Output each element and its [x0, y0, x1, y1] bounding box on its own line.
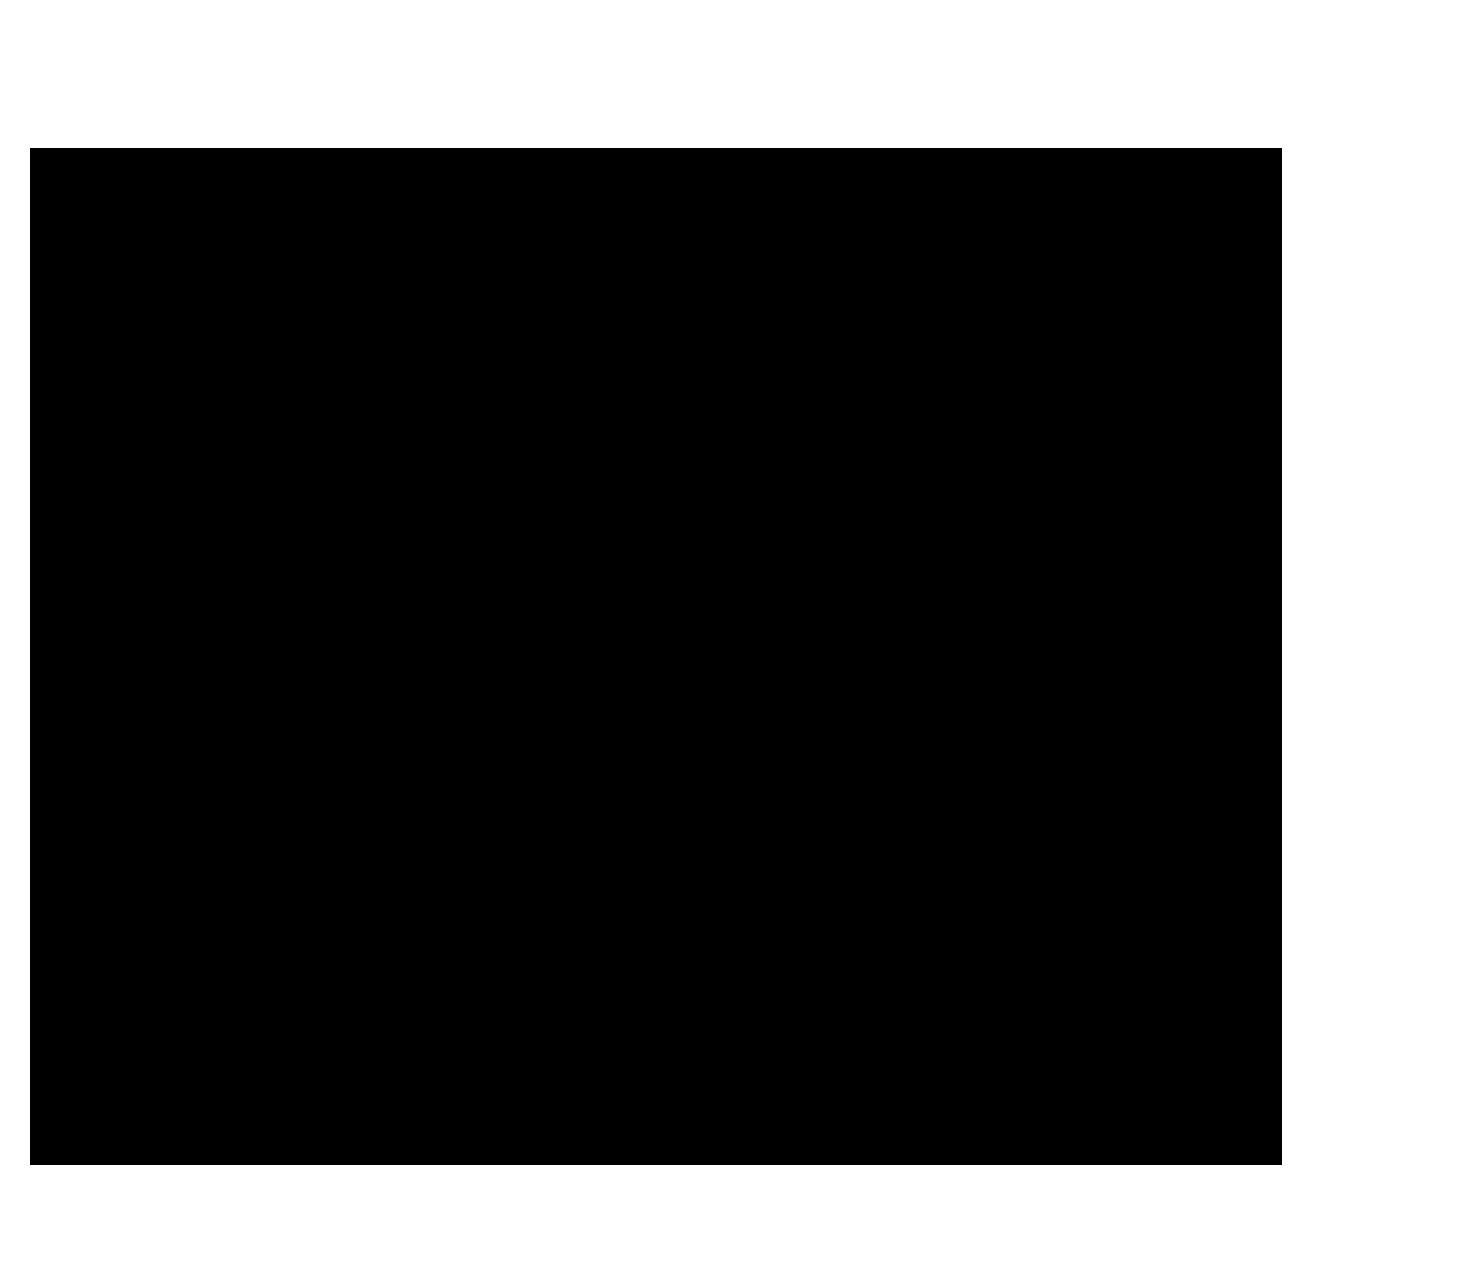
coastline-islet-1 — [522, 702, 534, 714]
field-region-cyan-core — [588, 892, 915, 1165]
coastline-liaodong — [312, 148, 597, 322]
south-island-1 — [579, 903, 609, 928]
tsushima-south — [990, 885, 1017, 921]
field-region-purple-central-korea — [566, 427, 984, 912]
shikoku-island — [1194, 1080, 1277, 1138]
field-region-cyan-inner — [528, 754, 1012, 1165]
iki-island — [1027, 930, 1043, 946]
coastline-honshu — [1145, 934, 1282, 1165]
border-line-northeast — [848, 152, 1032, 462]
coastline-island-1 — [375, 340, 402, 364]
south-island-4 — [741, 922, 766, 943]
coastline-island-2 — [415, 354, 438, 376]
coastline-korea — [487, 258, 1050, 890]
field-region-purple-northeast — [940, 336, 1044, 433]
river-border-line-1 — [593, 204, 852, 262]
field-speck-1 — [81, 1037, 99, 1045]
field-region-brightest-core — [642, 1022, 834, 1165]
field-speck-3 — [268, 1047, 292, 1057]
field-region-purple-top-lobe — [556, 226, 704, 294]
field-region-purple-top-right — [1002, 206, 1042, 230]
tsushima-north — [996, 811, 1024, 887]
field-region-eastcoast-tongue — [1018, 585, 1078, 711]
south-island-5 — [807, 917, 832, 938]
south-island-3 — [694, 899, 719, 919]
coastline-islet-3 — [497, 761, 507, 771]
coastline-kyushu — [930, 938, 1089, 1165]
east-sea-islet — [1243, 369, 1266, 390]
coastline-islet-2 — [537, 741, 547, 751]
field-region-purple-southeast-corner — [1145, 970, 1282, 1165]
field-region-bottomleft-band — [30, 1079, 564, 1165]
coastline-islet-4 — [563, 789, 573, 799]
map-plot — [30, 148, 1282, 1165]
goto-island-2 — [913, 1092, 936, 1116]
coastline-island-3 — [437, 333, 456, 350]
colorbar — [1295, 98, 1462, 1222]
river-border-line-3 — [604, 212, 853, 278]
plot-border — [30, 148, 1282, 1165]
south-island-6 — [867, 903, 892, 924]
field-region-purple-northeast-small — [1008, 451, 1056, 477]
field-speck-2 — [153, 1043, 179, 1053]
river-border-line-2 — [598, 208, 852, 270]
coastlines — [312, 148, 1282, 1165]
field-speck-left-edge — [30, 229, 40, 257]
field-region-purple-top-band — [328, 148, 774, 233]
goto-island-3 — [877, 1034, 895, 1051]
south-island-2 — [637, 925, 665, 948]
goto-island-1 — [891, 1057, 916, 1086]
jeju-island — [531, 1011, 647, 1064]
